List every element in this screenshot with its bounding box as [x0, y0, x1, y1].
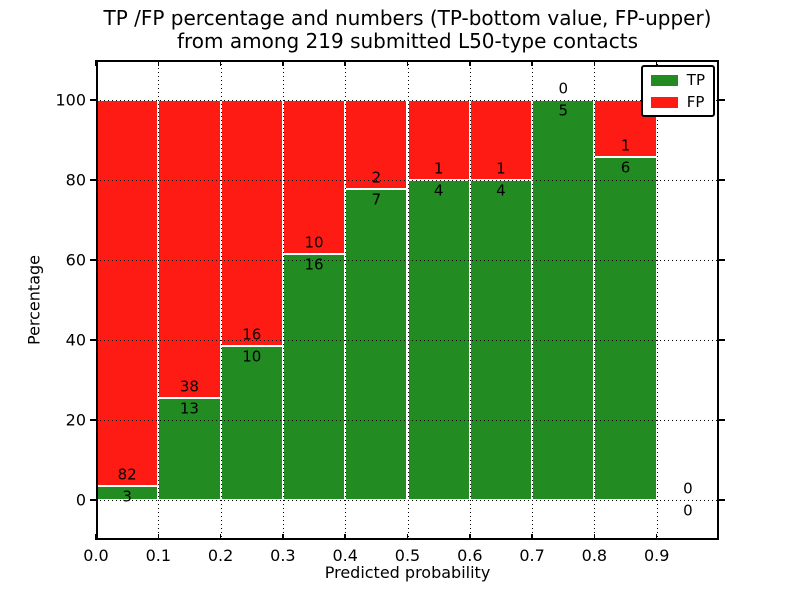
- x-tick-mark-top: [282, 60, 284, 66]
- x-tick-mark-top: [655, 60, 658, 66]
- y-tick-label: 40: [65, 330, 86, 350]
- bar-segment-fp: [158, 100, 221, 399]
- bar-count-label-fp: 10: [304, 233, 324, 252]
- y-tick-label: 0: [75, 490, 86, 510]
- bar-segment-tp: [220, 346, 283, 500]
- x-tick-label: 0.9: [643, 546, 670, 565]
- x-tick-mark-top: [95, 60, 97, 66]
- bar-count-label-fp: 0: [558, 79, 569, 98]
- legend: TP FP: [640, 65, 715, 117]
- y-tick-mark-right: [719, 339, 725, 341]
- bar-count-label-tp: 0: [683, 501, 693, 520]
- bar-count-label-fp: 0: [683, 479, 693, 498]
- x-tick-mark-bottom: [406, 534, 409, 540]
- x-tick-mark-top: [344, 60, 346, 66]
- legend-swatch-fp: [650, 96, 678, 108]
- bar-segment-fp: [96, 100, 159, 486]
- bar-count-label-fp: 2: [371, 168, 382, 187]
- y-tick-mark-left: [90, 179, 96, 181]
- v-gridline: [407, 60, 409, 540]
- y-tick-mark-right: [719, 259, 725, 261]
- x-tick-label: 0.8: [581, 546, 608, 565]
- bar-count-label-tp: 6: [620, 158, 631, 177]
- y-tick-label: 60: [65, 250, 86, 270]
- bar-count-label-fp: 1: [433, 159, 444, 178]
- legend-swatch-tp: [650, 74, 678, 86]
- x-tick-mark-bottom: [344, 534, 346, 540]
- chart-title: TP /FP percentage and numbers (TP-bottom…: [103, 6, 712, 30]
- x-tick-mark-bottom: [282, 534, 284, 540]
- bar-count-label-fp: 16: [242, 325, 262, 344]
- y-tick-mark-right: [719, 499, 725, 501]
- bar-count-label-fp: 1: [620, 136, 631, 155]
- x-tick-mark-bottom: [219, 534, 222, 540]
- x-tick-mark-top: [531, 60, 533, 66]
- x-tick-mark-bottom: [531, 534, 533, 540]
- y-tick-mark-left: [90, 339, 96, 341]
- x-tick-mark-top: [219, 60, 222, 66]
- x-tick-mark-bottom: [157, 534, 160, 540]
- x-tick-mark-top: [157, 60, 160, 66]
- x-tick-mark-top: [593, 60, 596, 66]
- x-tick-label: 0.5: [394, 546, 421, 565]
- y-tick-label: 80: [65, 170, 86, 190]
- bar-count-label-fp: 82: [117, 465, 137, 484]
- y-tick-mark-right: [719, 179, 725, 181]
- y-tick-mark-right: [719, 99, 725, 101]
- v-gridline: [469, 60, 471, 540]
- bar-count-label-tp: 10: [242, 347, 262, 366]
- y-tick-mark-left: [90, 259, 96, 261]
- bar-segment-tp: [345, 188, 408, 500]
- y-tick-label: 20: [65, 410, 86, 430]
- bar-segment-fp: [282, 100, 346, 254]
- x-tick-mark-top: [469, 60, 471, 66]
- v-gridline: [345, 60, 347, 540]
- plot-area: TP FP 82 3 38 13 16 10 10 16 2 7 1 4 1 4 0 5 1 6 0 0: [90, 60, 725, 540]
- x-tick-mark-bottom: [95, 534, 97, 540]
- v-gridline: [282, 60, 284, 540]
- bar-count-label-fp: 1: [496, 159, 506, 178]
- v-gridline: [594, 60, 596, 540]
- bar-count-label-tp: 5: [558, 101, 569, 120]
- bar-count-label-tp: 13: [179, 399, 199, 418]
- y-tick-mark-left: [90, 419, 96, 421]
- y-tick-label: 100: [55, 90, 86, 110]
- bar-segment-tp: [282, 253, 346, 500]
- x-tick-label: 0.0: [83, 546, 109, 565]
- y-tick-mark-left: [90, 99, 96, 101]
- x-tick-mark-bottom: [655, 534, 658, 540]
- v-gridline: [220, 60, 222, 540]
- x-tick-label: 0.7: [519, 546, 545, 565]
- chart-subtitle: from among 219 submitted L50-type contac…: [176, 29, 639, 53]
- x-tick-label: 0.2: [207, 546, 234, 565]
- x-tick-label: 0.6: [457, 546, 483, 565]
- bar-segment-tp: [594, 157, 657, 500]
- bar-segment-tp: [158, 398, 221, 500]
- y-tick-mark-right: [719, 419, 725, 421]
- legend-row: FP: [650, 93, 705, 111]
- x-tick-label: 0.1: [145, 546, 172, 565]
- legend-row: TP: [650, 71, 705, 89]
- bar-segment-fp: [220, 100, 283, 347]
- bar-count-label-fp: 38: [179, 377, 199, 396]
- x-tick-mark-bottom: [469, 534, 471, 540]
- bar-count-label-tp: 4: [496, 181, 506, 200]
- bar-count-label-tp: 4: [433, 181, 444, 200]
- x-tick-mark-top: [406, 60, 409, 66]
- bar-count-label-tp: 7: [371, 190, 382, 209]
- bar-count-label-tp: 3: [122, 487, 132, 506]
- v-gridline: [158, 60, 160, 540]
- y-tick-mark-left: [90, 499, 96, 501]
- x-tick-label: 0.4: [332, 546, 358, 565]
- bar-segment-tp: [532, 100, 595, 500]
- legend-label: FP: [686, 93, 705, 111]
- bar-count-label-tp: 16: [304, 255, 324, 274]
- x-tick-mark-bottom: [593, 534, 596, 540]
- x-axis-label: Predicted probability: [324, 563, 491, 582]
- v-gridline: [532, 60, 534, 540]
- v-gridline: [656, 60, 658, 540]
- x-tick-label: 0.3: [270, 546, 296, 565]
- legend-label: TP: [686, 71, 705, 89]
